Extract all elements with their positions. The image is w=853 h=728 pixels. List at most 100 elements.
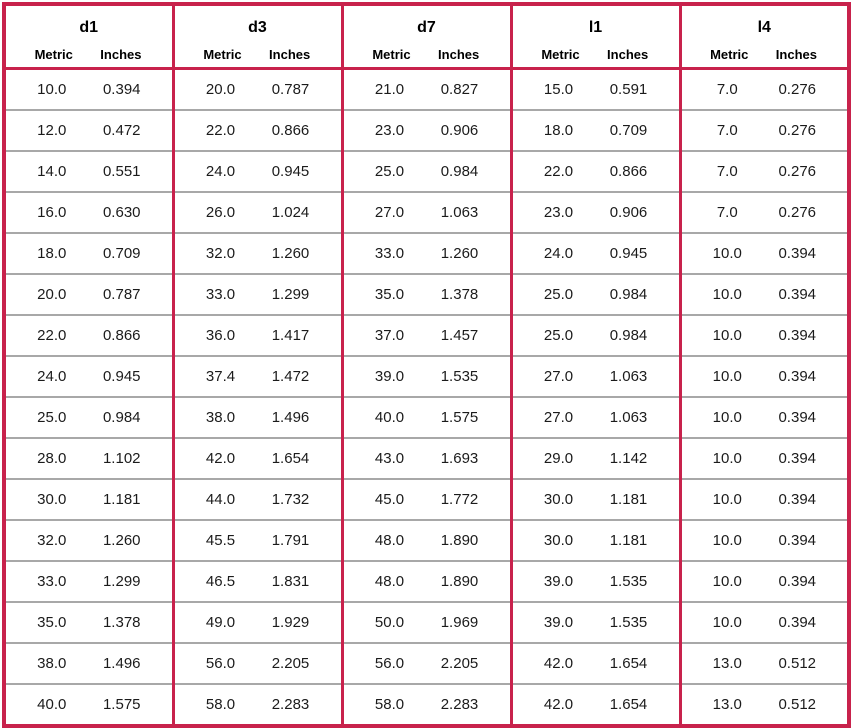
table-cell: 36.0 1.417 bbox=[171, 315, 342, 357]
inches-column-label: Inches bbox=[100, 47, 142, 62]
metric-value: 35.0 bbox=[374, 286, 405, 303]
metric-value: 7.0 bbox=[716, 204, 738, 221]
table-cell: 18.0 0.709 bbox=[509, 110, 680, 152]
inches-value: 0.591 bbox=[609, 81, 648, 98]
table-row: 30.0 1.181 44.0 1.732 45.0 1.772 30.0 1.181 10.0… bbox=[4, 479, 849, 521]
table-cell: 28.0 1.102 bbox=[4, 438, 173, 480]
inches-value: 1.575 bbox=[440, 409, 479, 426]
inches-value: 1.142 bbox=[609, 450, 648, 467]
subheader-d3: Metric Inches bbox=[171, 37, 342, 70]
table-cell: 13.0 0.512 bbox=[678, 643, 849, 685]
metric-value: 56.0 bbox=[205, 655, 236, 672]
table-cell: 22.0 0.866 bbox=[171, 110, 342, 152]
inches-value: 0.276 bbox=[778, 81, 817, 98]
metric-value: 32.0 bbox=[37, 532, 67, 549]
table-cell: 42.0 1.654 bbox=[171, 438, 342, 480]
inches-value: 0.394 bbox=[778, 450, 817, 467]
table-row: 25.0 0.984 38.0 1.496 40.0 1.575 27.0 1.063 10.0… bbox=[4, 397, 849, 439]
table-cell: 18.0 0.709 bbox=[4, 233, 173, 275]
inches-value: 1.496 bbox=[271, 409, 310, 426]
table-cell: 23.0 0.906 bbox=[509, 192, 680, 234]
inches-value: 0.984 bbox=[102, 409, 141, 426]
metric-value: 21.0 bbox=[374, 81, 405, 98]
inches-value: 1.378 bbox=[440, 286, 479, 303]
metric-value: 25.0 bbox=[543, 327, 574, 344]
metric-column-label: Metric bbox=[372, 47, 411, 62]
metric-value: 27.0 bbox=[374, 204, 405, 221]
table-row: 14.0 0.551 24.0 0.945 25.0 0.984 22.0 0.866 7.0 0… bbox=[4, 151, 849, 193]
metric-value: 10.0 bbox=[712, 532, 742, 549]
inches-value: 0.394 bbox=[778, 409, 817, 426]
inches-value: 1.181 bbox=[102, 491, 141, 508]
table-cell: 12.0 0.472 bbox=[4, 110, 173, 152]
inches-value: 1.260 bbox=[102, 532, 141, 549]
inches-value: 0.276 bbox=[778, 122, 817, 139]
table-cell: 44.0 1.732 bbox=[171, 479, 342, 521]
metric-value: 10.0 bbox=[712, 327, 742, 344]
table-row: 32.0 1.260 45.5 1.791 48.0 1.890 30.0 1.181 10.0… bbox=[4, 520, 849, 562]
table-row: 22.0 0.866 36.0 1.417 37.0 1.457 25.0 0.984 10.0… bbox=[4, 315, 849, 357]
metric-value: 24.0 bbox=[205, 163, 236, 180]
inches-value: 0.945 bbox=[271, 163, 310, 180]
inches-value: 1.929 bbox=[271, 614, 310, 631]
inches-value: 0.276 bbox=[778, 204, 817, 221]
inches-value: 1.260 bbox=[271, 245, 310, 262]
inches-value: 0.906 bbox=[609, 204, 648, 221]
metric-value: 33.0 bbox=[37, 573, 67, 590]
inches-value: 0.394 bbox=[778, 245, 817, 262]
metric-value: 45.5 bbox=[205, 532, 236, 549]
inches-value: 1.535 bbox=[440, 368, 479, 385]
inches-value: 0.906 bbox=[440, 122, 479, 139]
inches-column-label: Inches bbox=[607, 47, 649, 62]
inches-value: 1.457 bbox=[440, 327, 479, 344]
metric-value: 24.0 bbox=[543, 245, 574, 262]
inches-value: 0.394 bbox=[778, 368, 817, 385]
table-cell: 25.0 0.984 bbox=[4, 397, 173, 439]
metric-value: 29.0 bbox=[543, 450, 574, 467]
inches-value: 0.866 bbox=[102, 327, 141, 344]
table-cell: 48.0 1.890 bbox=[340, 561, 511, 603]
inches-value: 1.181 bbox=[609, 491, 648, 508]
table-cell: 10.0 0.394 bbox=[4, 68, 173, 111]
inches-value: 0.984 bbox=[609, 327, 648, 344]
metric-value: 12.0 bbox=[37, 122, 67, 139]
inches-value: 2.205 bbox=[440, 655, 479, 672]
inches-column-label: Inches bbox=[269, 47, 311, 62]
metric-value: 15.0 bbox=[543, 81, 574, 98]
metric-value: 25.0 bbox=[37, 409, 67, 426]
table-cell: 24.0 0.945 bbox=[4, 356, 173, 398]
metric-value: 49.0 bbox=[205, 614, 236, 631]
table-cell: 29.0 1.142 bbox=[509, 438, 680, 480]
table-cell: 45.0 1.772 bbox=[340, 479, 511, 521]
table-cell: 40.0 1.575 bbox=[4, 684, 173, 727]
subheader-d7: Metric Inches bbox=[340, 37, 511, 70]
subheader-d1: Metric Inches bbox=[4, 37, 173, 70]
inches-value: 0.866 bbox=[271, 122, 310, 139]
table-row: 10.0 0.394 20.0 0.787 21.0 0.827 15.0 0.591 7.0 0… bbox=[4, 68, 849, 111]
table-cell: 10.0 0.394 bbox=[678, 397, 849, 439]
table-body: 10.0 0.394 20.0 0.787 21.0 0.827 15.0 0.591 7.0 0… bbox=[4, 68, 849, 727]
metric-value: 26.0 bbox=[205, 204, 236, 221]
table-cell: 10.0 0.394 bbox=[678, 274, 849, 316]
metric-value: 10.0 bbox=[712, 614, 742, 631]
table-cell: 10.0 0.394 bbox=[678, 602, 849, 644]
inches-value: 1.969 bbox=[440, 614, 479, 631]
table-row: 40.0 1.575 58.0 2.283 58.0 2.283 42.0 1.654 13.0… bbox=[4, 684, 849, 727]
group-header-d1: d1 bbox=[79, 19, 99, 36]
table-cell: 56.0 2.205 bbox=[340, 643, 511, 685]
table-cell: 35.0 1.378 bbox=[340, 274, 511, 316]
table-cell: 25.0 0.984 bbox=[509, 315, 680, 357]
metric-value: 10.0 bbox=[712, 450, 742, 467]
table-cell: 43.0 1.693 bbox=[340, 438, 511, 480]
inches-value: 0.512 bbox=[778, 655, 817, 672]
inches-value: 0.394 bbox=[778, 614, 817, 631]
inches-value: 0.787 bbox=[102, 286, 141, 303]
metric-value: 10.0 bbox=[712, 491, 742, 508]
table-cell: 30.0 1.181 bbox=[4, 479, 173, 521]
metric-value: 58.0 bbox=[374, 696, 405, 713]
metric-value: 42.0 bbox=[205, 450, 236, 467]
table-row: 12.0 0.472 22.0 0.866 23.0 0.906 18.0 0.709 7.0 0… bbox=[4, 110, 849, 152]
table-cell: 48.0 1.890 bbox=[340, 520, 511, 562]
table-cell: 40.0 1.575 bbox=[340, 397, 511, 439]
table-cell: 7.0 0.276 bbox=[678, 110, 849, 152]
